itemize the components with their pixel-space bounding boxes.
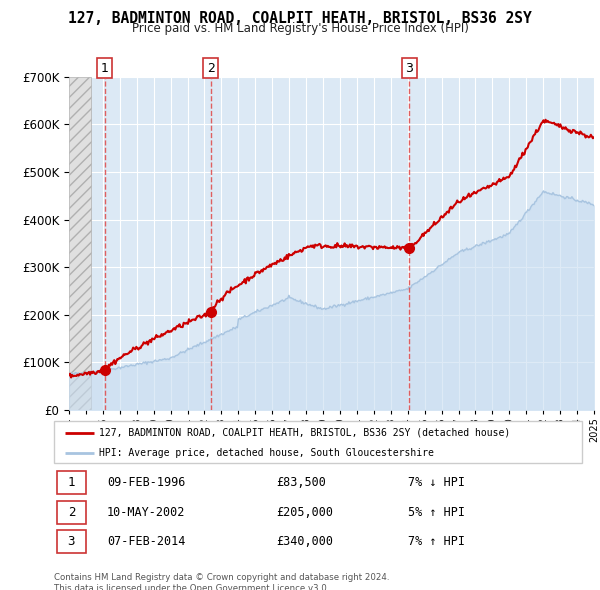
Text: 7% ↓ HPI: 7% ↓ HPI: [408, 476, 465, 489]
Text: £205,000: £205,000: [276, 506, 333, 519]
Text: 127, BADMINTON ROAD, COALPIT HEATH, BRISTOL, BS36 2SY (detached house): 127, BADMINTON ROAD, COALPIT HEATH, BRIS…: [99, 428, 510, 438]
FancyBboxPatch shape: [56, 471, 86, 494]
Text: 7% ↑ HPI: 7% ↑ HPI: [408, 535, 465, 548]
Text: 1: 1: [68, 476, 75, 489]
Text: 3: 3: [406, 62, 413, 75]
Bar: [69, 77, 91, 410]
Text: 3: 3: [68, 535, 75, 548]
Text: 5% ↑ HPI: 5% ↑ HPI: [408, 506, 465, 519]
Text: Price paid vs. HM Land Registry's House Price Index (HPI): Price paid vs. HM Land Registry's House …: [131, 22, 469, 35]
Text: 1: 1: [101, 62, 109, 75]
FancyBboxPatch shape: [56, 530, 86, 553]
Text: Contains HM Land Registry data © Crown copyright and database right 2024.
This d: Contains HM Land Registry data © Crown c…: [54, 573, 389, 590]
Text: 09-FEB-1996: 09-FEB-1996: [107, 476, 185, 489]
Text: 2: 2: [68, 506, 75, 519]
Text: 2: 2: [206, 62, 215, 75]
Text: HPI: Average price, detached house, South Gloucestershire: HPI: Average price, detached house, Sout…: [99, 448, 434, 457]
Text: £340,000: £340,000: [276, 535, 333, 548]
FancyBboxPatch shape: [54, 421, 582, 463]
Text: 10-MAY-2002: 10-MAY-2002: [107, 506, 185, 519]
Text: 07-FEB-2014: 07-FEB-2014: [107, 535, 185, 548]
Text: 127, BADMINTON ROAD, COALPIT HEATH, BRISTOL, BS36 2SY: 127, BADMINTON ROAD, COALPIT HEATH, BRIS…: [68, 11, 532, 25]
FancyBboxPatch shape: [56, 501, 86, 523]
Text: £83,500: £83,500: [276, 476, 326, 489]
